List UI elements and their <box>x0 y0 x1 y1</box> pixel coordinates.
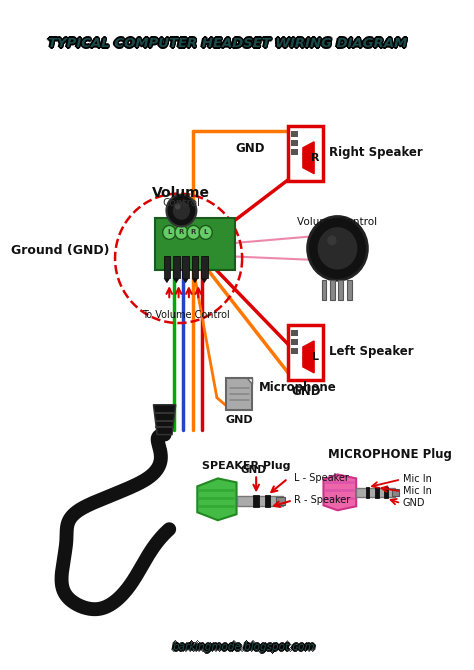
Text: TYPICAL COMPUTER HEADSET WIRING DIAGRAM: TYPICAL COMPUTER HEADSET WIRING DIAGRAM <box>46 37 405 50</box>
Text: Mic In: Mic In <box>403 486 432 496</box>
Text: barkingmode.blogspot.com: barkingmode.blogspot.com <box>172 643 314 653</box>
Text: TYPICAL COMPUTER HEADSET WIRING DIAGRAM: TYPICAL COMPUTER HEADSET WIRING DIAGRAM <box>47 39 407 52</box>
Bar <box>291 140 298 146</box>
Bar <box>288 325 323 380</box>
Text: L: L <box>311 352 319 362</box>
Text: R: R <box>311 153 319 163</box>
Bar <box>356 488 395 497</box>
Text: Ground (GND): Ground (GND) <box>10 244 109 257</box>
Circle shape <box>175 226 188 239</box>
Polygon shape <box>191 278 198 283</box>
Text: barkingmode.blogspot.com: barkingmode.blogspot.com <box>173 641 316 651</box>
Text: R - Speaker: R - Speaker <box>294 495 351 505</box>
Circle shape <box>308 216 367 280</box>
Text: TYPICAL COMPUTER HEADSET WIRING DIAGRAM: TYPICAL COMPUTER HEADSET WIRING DIAGRAM <box>47 38 407 51</box>
Text: R: R <box>179 229 184 235</box>
Text: TYPICAL COMPUTER HEADSET WIRING DIAGRAM: TYPICAL COMPUTER HEADSET WIRING DIAGRAM <box>46 37 406 50</box>
Bar <box>237 496 283 507</box>
Bar <box>392 489 399 496</box>
Bar <box>155 218 235 270</box>
Bar <box>291 330 298 336</box>
Bar <box>330 280 335 300</box>
Text: barkingmode.blogspot.com: barkingmode.blogspot.com <box>173 640 315 650</box>
Polygon shape <box>247 378 253 384</box>
Text: GND: GND <box>403 498 425 509</box>
Bar <box>384 487 388 498</box>
Bar <box>173 257 180 278</box>
Bar <box>303 152 310 163</box>
Polygon shape <box>201 278 208 283</box>
Bar <box>201 257 208 278</box>
Text: TYPICAL COMPUTER HEADSET WIRING DIAGRAM: TYPICAL COMPUTER HEADSET WIRING DIAGRAM <box>47 37 407 50</box>
Text: R: R <box>191 229 196 235</box>
Circle shape <box>187 226 200 239</box>
Text: GND: GND <box>291 385 320 398</box>
Text: TYPICAL COMPUTER HEADSET WIRING DIAGRAM: TYPICAL COMPUTER HEADSET WIRING DIAGRAM <box>46 36 406 49</box>
Bar <box>291 339 298 345</box>
Circle shape <box>327 235 337 245</box>
Text: GND: GND <box>240 466 266 476</box>
Bar <box>226 378 253 409</box>
Bar <box>291 149 298 155</box>
Text: Control: Control <box>163 198 201 208</box>
Text: TYPICAL COMPUTER HEADSET WIRING DIAGRAM: TYPICAL COMPUTER HEADSET WIRING DIAGRAM <box>48 36 408 49</box>
Text: SPEAKER Plug: SPEAKER Plug <box>202 462 291 472</box>
Text: TYPICAL COMPUTER HEADSET WIRING DIAGRAM: TYPICAL COMPUTER HEADSET WIRING DIAGRAM <box>48 38 408 51</box>
Text: TYPICAL COMPUTER HEADSET WIRING DIAGRAM: TYPICAL COMPUTER HEADSET WIRING DIAGRAM <box>48 37 408 50</box>
Text: Right Speaker: Right Speaker <box>329 146 423 159</box>
Circle shape <box>163 226 176 239</box>
Bar <box>264 495 270 507</box>
Bar <box>291 348 298 354</box>
Polygon shape <box>154 405 176 435</box>
Bar <box>321 280 326 300</box>
Bar <box>182 257 189 278</box>
Text: barkingmode.blogspot.com: barkingmode.blogspot.com <box>173 644 315 654</box>
Circle shape <box>172 200 191 220</box>
Bar <box>365 487 369 498</box>
Circle shape <box>166 194 196 226</box>
Polygon shape <box>197 478 237 520</box>
Bar <box>347 280 352 300</box>
Text: barkingmode.blogspot.com: barkingmode.blogspot.com <box>171 642 313 652</box>
Text: Mic In: Mic In <box>403 474 432 484</box>
Bar <box>288 126 323 181</box>
Circle shape <box>199 226 212 239</box>
Text: MICROPHONE Plug: MICROPHONE Plug <box>328 448 452 461</box>
Text: L: L <box>203 229 208 235</box>
Polygon shape <box>303 341 314 373</box>
Text: Left Speaker: Left Speaker <box>329 346 414 358</box>
Text: TYPICAL COMPUTER HEADSET WIRING DIAGRAM: TYPICAL COMPUTER HEADSET WIRING DIAGRAM <box>49 37 409 50</box>
Polygon shape <box>303 142 314 174</box>
Bar <box>375 487 379 498</box>
Text: Volume: Volume <box>153 186 210 200</box>
Circle shape <box>175 204 181 210</box>
Text: L - Speaker: L - Speaker <box>294 474 349 483</box>
Text: GND: GND <box>236 142 265 155</box>
Text: TYPICAL COMPUTER HEADSET WIRING DIAGRAM: TYPICAL COMPUTER HEADSET WIRING DIAGRAM <box>46 38 406 51</box>
Bar <box>164 257 170 278</box>
Bar <box>303 351 310 363</box>
Text: To Volume Control: To Volume Control <box>142 310 230 320</box>
Text: TYPICAL COMPUTER HEADSET WIRING DIAGRAM: TYPICAL COMPUTER HEADSET WIRING DIAGRAM <box>47 35 407 48</box>
Bar <box>254 495 259 507</box>
Polygon shape <box>164 278 170 283</box>
Text: Microphone: Microphone <box>259 381 337 394</box>
Text: L: L <box>167 229 172 235</box>
Text: TYPICAL COMPUTER HEADSET WIRING DIAGRAM: TYPICAL COMPUTER HEADSET WIRING DIAGRAM <box>47 36 407 49</box>
Circle shape <box>317 226 358 270</box>
Bar <box>338 280 343 300</box>
Bar <box>291 131 298 137</box>
Bar <box>191 257 198 278</box>
Bar <box>276 497 285 505</box>
Text: barkingmode.blogspot.com: barkingmode.blogspot.com <box>173 642 315 652</box>
Text: barkingmode.blogspot.com: barkingmode.blogspot.com <box>174 642 317 652</box>
Polygon shape <box>323 474 356 511</box>
Text: barkingmode.blogspot.com: barkingmode.blogspot.com <box>173 643 316 653</box>
Polygon shape <box>182 278 189 283</box>
Text: barkingmode.blogspot.com: barkingmode.blogspot.com <box>172 641 314 651</box>
Polygon shape <box>173 278 180 283</box>
Text: GND: GND <box>226 415 253 425</box>
Text: Volume Control: Volume Control <box>297 218 378 228</box>
